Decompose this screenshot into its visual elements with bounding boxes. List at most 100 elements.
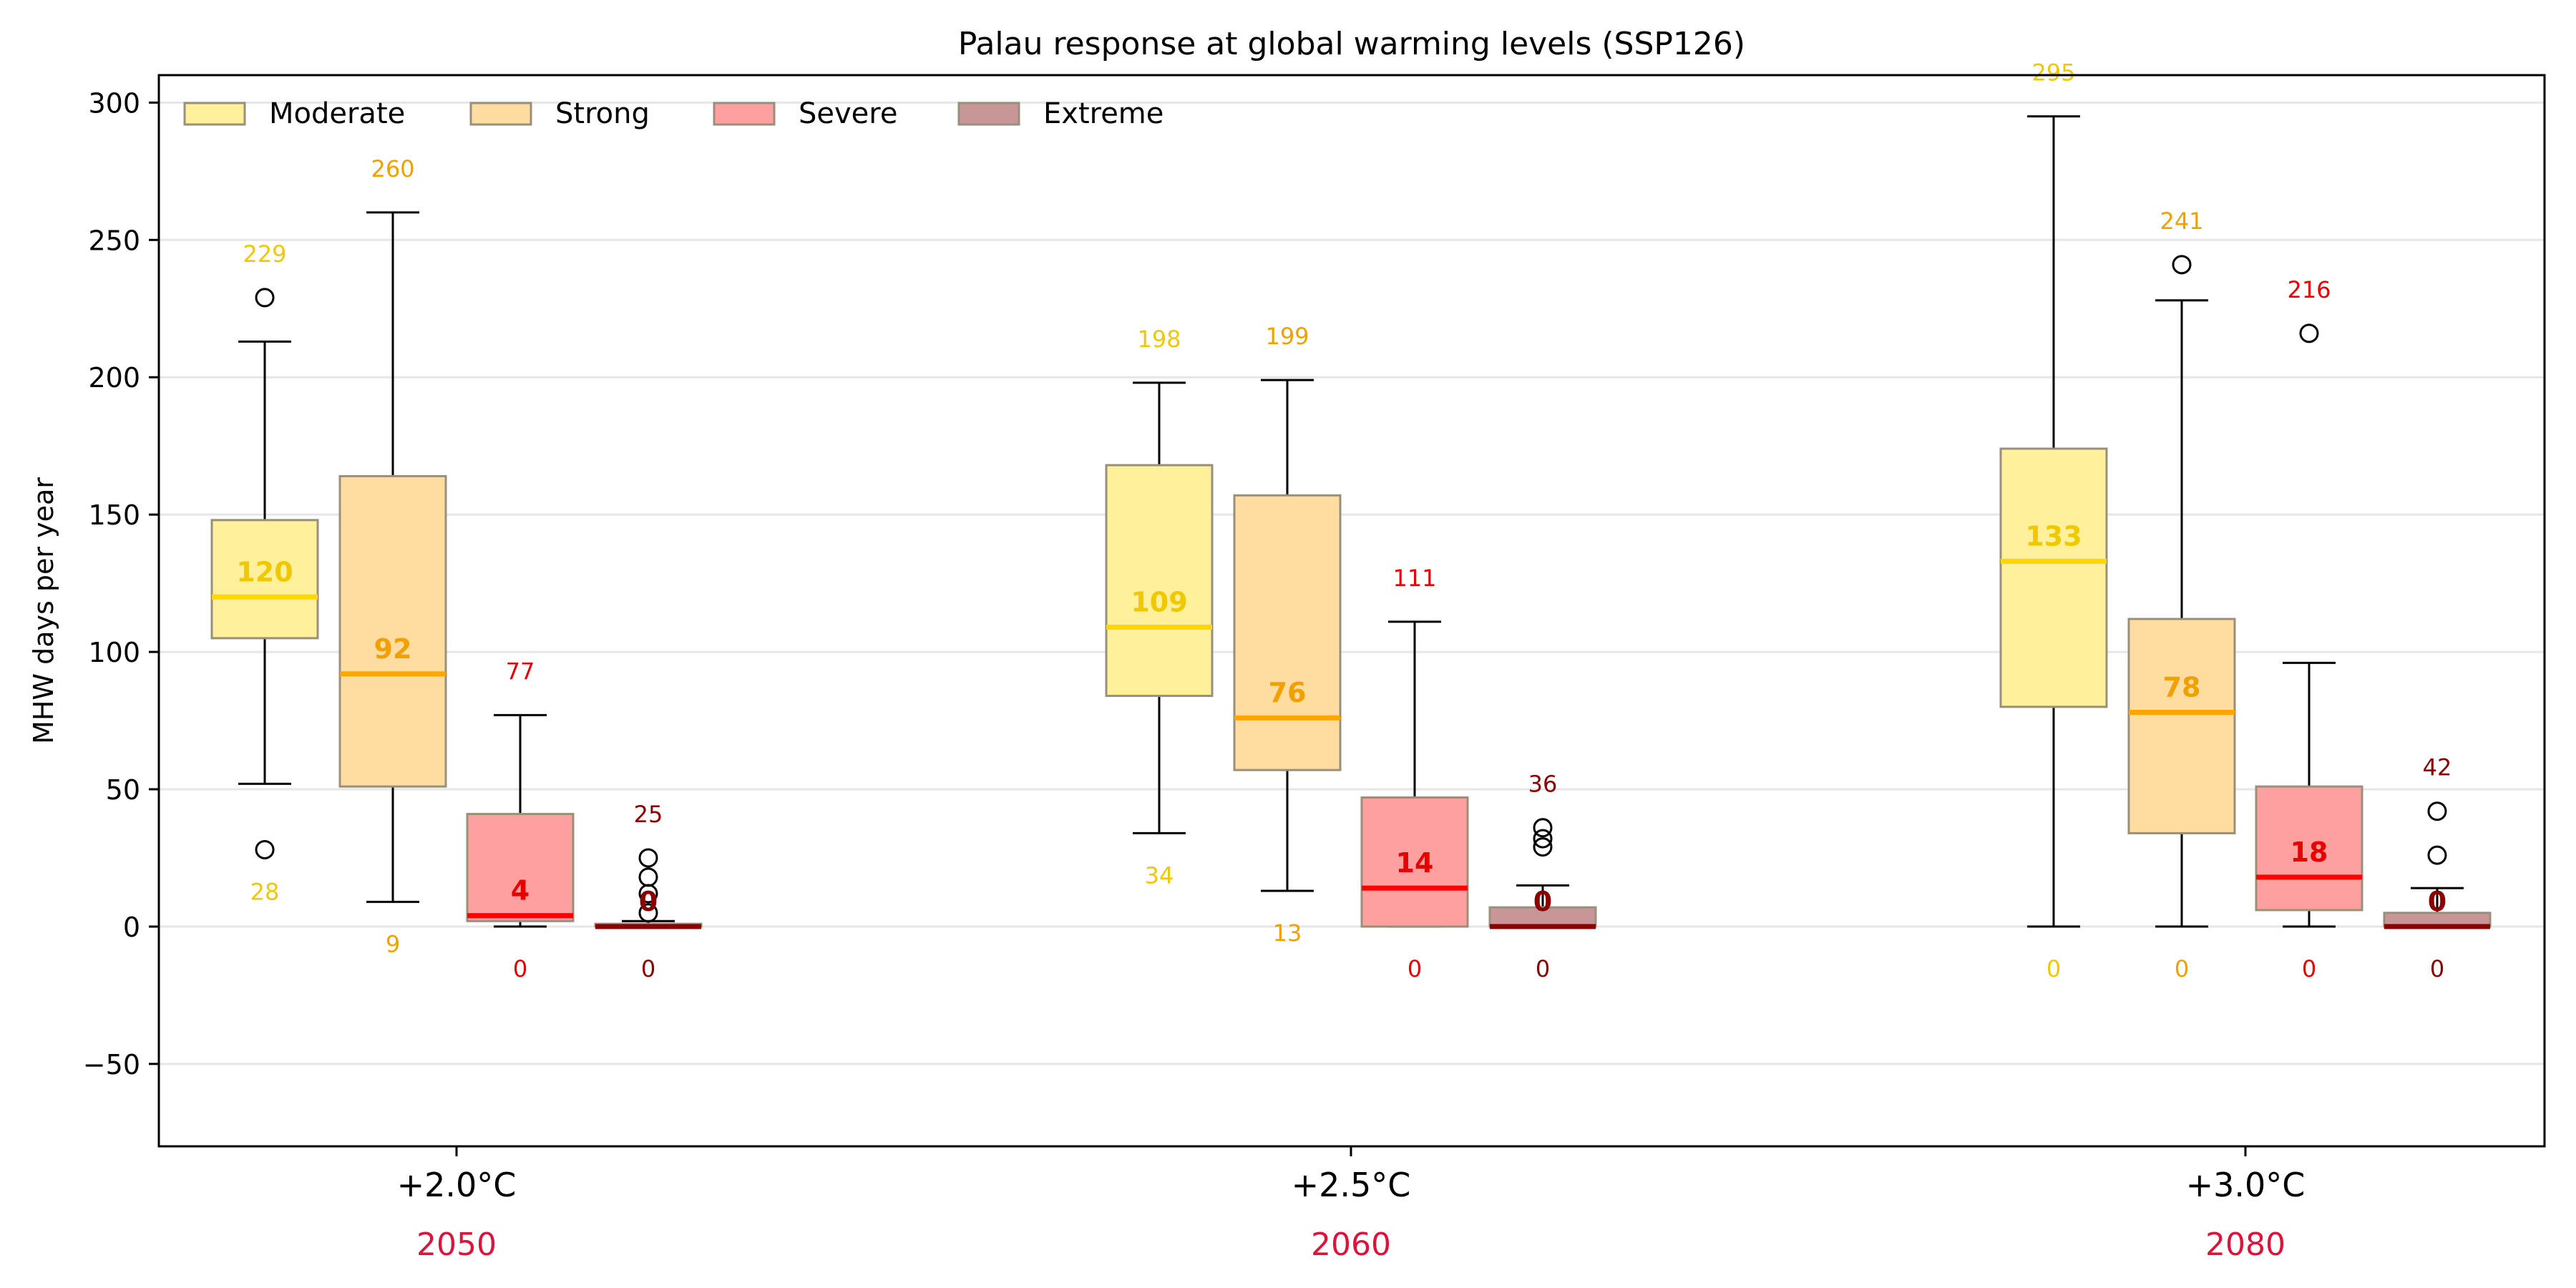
outlier-point: [1533, 818, 1553, 838]
box-body: [2127, 618, 2236, 834]
min-label: 0: [1536, 955, 1550, 982]
year-label: 2050: [416, 1226, 497, 1263]
box-moderate-2: 198 34 109: [1105, 326, 1214, 889]
y-tick-label: 0: [123, 912, 140, 943]
box-body: [338, 474, 447, 788]
legend-item-strong: Strong: [469, 97, 650, 130]
box-strong-3: 241 0 78: [2127, 208, 2236, 982]
legend-item-extreme: Extreme: [957, 97, 1163, 130]
outlier-point: [638, 867, 658, 887]
box-body: [1999, 447, 2108, 708]
min-label: 0: [641, 955, 655, 982]
median-label: 18: [2290, 836, 2328, 868]
max-label: 241: [2160, 208, 2203, 235]
max-label: 25: [634, 801, 663, 828]
max-label: 77: [506, 658, 535, 685]
outlier-point: [638, 884, 658, 904]
max-label: 216: [2287, 276, 2331, 303]
y-tick-label: 300: [88, 87, 140, 119]
box-strong-2: 199 13 76: [1233, 323, 1342, 947]
legend-swatch: [957, 102, 1020, 126]
year-label: 2060: [1311, 1226, 1391, 1263]
x-tick-label: +2.5°C: [1292, 1166, 1411, 1204]
median-label: 0: [2428, 886, 2446, 917]
box-severe-3: 216 0 18: [2255, 276, 2363, 982]
legend-label: Severe: [799, 97, 897, 130]
min-label: 0: [513, 955, 527, 982]
min-label: 0: [2046, 955, 2061, 982]
median-label: 92: [374, 633, 412, 665]
outlier-point: [2427, 801, 2447, 821]
legend-item-moderate: Moderate: [183, 97, 405, 130]
median-label: 0: [639, 886, 658, 917]
median-label: 14: [1396, 847, 1434, 879]
y-tick-label: 50: [106, 774, 140, 806]
min-label: 0: [2175, 955, 2189, 982]
min-label: 13: [1273, 919, 1302, 947]
median-label: 0: [1533, 886, 1552, 917]
year-label: 2080: [2205, 1226, 2285, 1263]
max-label: 111: [1392, 565, 1436, 592]
median-label: 4: [511, 875, 530, 907]
median-label: 78: [2163, 672, 2201, 703]
legend-label: Strong: [555, 97, 650, 130]
x-tick-label: +2.0°C: [397, 1166, 517, 1204]
box-body: [1233, 494, 1342, 771]
box-moderate-3: 295 0 133: [1999, 59, 2108, 982]
y-tick-label: 200: [88, 362, 140, 394]
outlier-point: [638, 848, 658, 868]
box-extreme-1: 25 0 0: [594, 801, 703, 982]
axes: −50050100150200250300+2.0°C2050+2.5°C206…: [83, 87, 2306, 1263]
median-label: 120: [236, 556, 293, 587]
grid-lines: [159, 101, 2545, 1065]
box-severe-1: 77 0 4: [466, 658, 575, 982]
outlier-point: [1533, 837, 1553, 857]
min-label: 0: [2302, 955, 2316, 982]
y-tick-label: −50: [83, 1049, 140, 1080]
min-label: 9: [386, 930, 400, 957]
box-body: [466, 813, 575, 922]
plot-area: 229 28 120 260 9 92 77 0 4 25 0 0 198 34 109 199 13 76 111…: [210, 59, 2492, 982]
max-label: 198: [1137, 326, 1181, 353]
x-tick-label: +3.0°C: [2186, 1166, 2306, 1204]
outlier-point: [255, 839, 275, 859]
min-label: 28: [250, 878, 280, 905]
box-strong-1: 260 9 92: [338, 155, 447, 957]
legend: Moderate Strong Severe Extreme: [183, 97, 1163, 130]
box-extreme-3: 42 0 0: [2383, 754, 2492, 982]
max-label: 42: [2423, 754, 2452, 781]
legend-label: Extreme: [1043, 97, 1163, 130]
outlier-point: [255, 288, 275, 308]
plot-frame: [157, 74, 2546, 1148]
box-body: [2255, 785, 2363, 912]
box-body: [1360, 796, 1469, 928]
box-extreme-2: 36 0 0: [1488, 771, 1597, 982]
max-label: 295: [2031, 59, 2075, 87]
y-tick-label: 100: [88, 637, 140, 668]
box-body: [1105, 464, 1214, 697]
y-axis-label: MHW days per year: [28, 477, 59, 744]
chart-title: Palau response at global warming levels …: [958, 26, 1745, 62]
min-label: 0: [1407, 955, 1422, 982]
box-severe-2: 111 0 14: [1360, 565, 1469, 982]
max-label: 36: [1528, 771, 1558, 798]
median-label: 133: [2025, 520, 2082, 552]
box-body: [210, 519, 319, 640]
max-label: 199: [1265, 323, 1309, 350]
outlier-point: [638, 903, 658, 923]
median-label: 109: [1131, 587, 1187, 618]
max-label: 260: [371, 155, 414, 182]
outlier-point: [2427, 845, 2447, 865]
legend-swatch: [183, 102, 246, 126]
min-label: 0: [2430, 955, 2444, 982]
max-label: 229: [243, 240, 286, 268]
outlier-point: [2299, 323, 2319, 343]
y-tick-label: 150: [88, 499, 140, 531]
legend-swatch: [713, 102, 776, 126]
legend-label: Moderate: [269, 97, 405, 130]
outlier-point: [1533, 829, 1553, 849]
median-label: 76: [1269, 677, 1307, 708]
legend-item-severe: Severe: [713, 97, 897, 130]
y-tick-label: 250: [88, 225, 140, 256]
